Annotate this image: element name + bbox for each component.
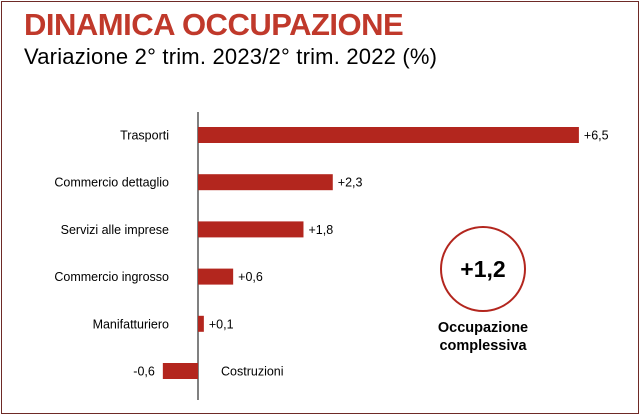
bar-commercio-dettaglio bbox=[198, 174, 333, 191]
total-badge-value: +1,2 bbox=[460, 255, 506, 282]
category-label-manifatturiero: Manifatturiero bbox=[93, 317, 169, 331]
bar-servizi-alle-imprese bbox=[198, 221, 304, 238]
category-label-commercio-dettaglio: Commercio dettaglio bbox=[54, 176, 169, 190]
category-label-costruzioni: Costruzioni bbox=[221, 365, 284, 379]
data-label-costruzioni: -0,6 bbox=[133, 365, 155, 379]
bar-manifatturiero bbox=[198, 315, 204, 332]
chart-subtitle: Variazione 2° trim. 2023/2° trim. 2022 (… bbox=[24, 44, 438, 69]
bar-trasporti bbox=[198, 127, 579, 143]
bar-commercio-ingrosso bbox=[198, 268, 234, 285]
category-label-commercio-ingrosso: Commercio ingrosso bbox=[54, 270, 169, 284]
data-label-trasporti: +6,5 bbox=[584, 129, 609, 143]
data-label-manifatturiero: +0,1 bbox=[209, 317, 234, 331]
category-label-servizi-alle-imprese: Servizi alle imprese bbox=[61, 223, 169, 237]
total-badge-label: Occupazione complessiva bbox=[413, 319, 553, 355]
total-badge-label-line2: complessiva bbox=[439, 338, 527, 354]
bar-costruzioni bbox=[162, 363, 198, 379]
category-label-trasporti: Trasporti bbox=[120, 129, 169, 143]
data-label-commercio-ingrosso: +0,6 bbox=[238, 270, 263, 284]
total-badge-label-line1: Occupazione bbox=[437, 320, 529, 336]
total-badge-circle bbox=[440, 226, 526, 312]
chart-title: DINAMICA OCCUPAZIONE bbox=[24, 7, 404, 42]
data-label-servizi-alle-imprese: +1,8 bbox=[308, 223, 333, 237]
data-label-commercio-dettaglio: +2,3 bbox=[338, 176, 363, 190]
